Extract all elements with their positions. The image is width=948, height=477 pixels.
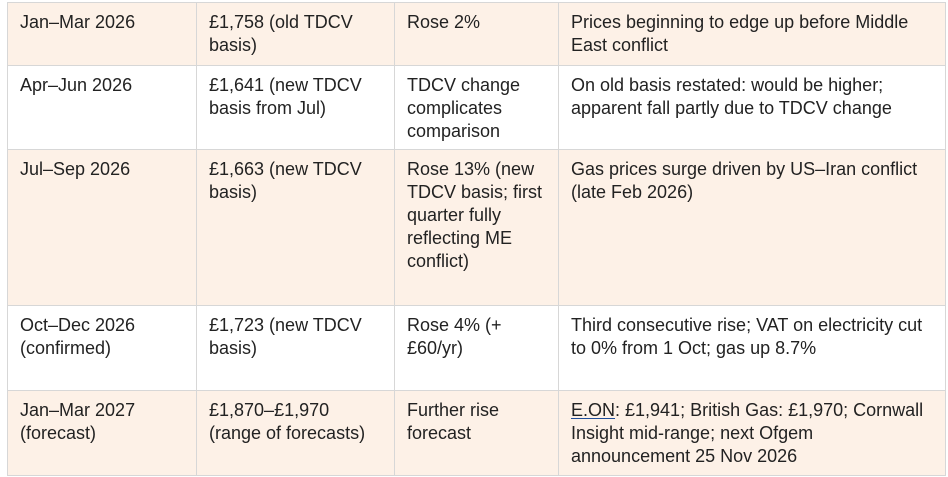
cap-cell: £1,723 (new TDCV basis): [196, 305, 395, 391]
table-row: Apr–Jun 2026 £1,641 (new TDCV basis from…: [7, 65, 946, 150]
cap-cell: £1,641 (new TDCV basis from Jul): [196, 65, 395, 150]
table-row: Jan–Mar 2027 (forecast) £1,870–£1,970 (r…: [7, 390, 946, 476]
notes-cell: On old basis restated: would be higher; …: [558, 65, 946, 150]
eon-link[interactable]: E.ON: [571, 400, 616, 420]
change-cell: Rose 13% (new TDCV basis; first quarter …: [394, 149, 559, 306]
change-cell: Rose 4% (+£60/yr): [394, 305, 559, 391]
period-cell: Oct–Dec 2026 (confirmed): [7, 305, 197, 391]
table-row: Jan–Mar 2026 £1,758 (old TDCV basis) Ros…: [7, 2, 946, 66]
notes-text: : £1,941; British Gas: £1,970; Cornwall …: [571, 400, 924, 466]
price-cap-table: Jan–Mar 2026 £1,758 (old TDCV basis) Ros…: [7, 2, 946, 476]
cap-cell: £1,870–£1,970 (range of forecasts): [196, 390, 395, 476]
change-cell: TDCV change complicates comparison: [394, 65, 559, 150]
period-cell: Jan–Mar 2027 (forecast): [7, 390, 197, 476]
period-cell: Apr–Jun 2026: [7, 65, 197, 150]
table-row: Oct–Dec 2026 (confirmed) £1,723 (new TDC…: [7, 305, 946, 391]
cap-cell: £1,663 (new TDCV basis): [196, 149, 395, 306]
cap-cell: £1,758 (old TDCV basis): [196, 2, 395, 66]
notes-cell: Third consecutive rise; VAT on electrici…: [558, 305, 946, 391]
change-cell: Rose 2%: [394, 2, 559, 66]
notes-cell: E.ON: £1,941; British Gas: £1,970; Cornw…: [558, 390, 946, 476]
period-cell: Jul–Sep 2026: [7, 149, 197, 306]
change-cell: Further rise forecast: [394, 390, 559, 476]
notes-cell: Prices beginning to edge up before Middl…: [558, 2, 946, 66]
notes-cell: Gas prices surge driven by US–Iran confl…: [558, 149, 946, 306]
table-row: Jul–Sep 2026 £1,663 (new TDCV basis) Ros…: [7, 149, 946, 306]
period-cell: Jan–Mar 2026: [7, 2, 197, 66]
